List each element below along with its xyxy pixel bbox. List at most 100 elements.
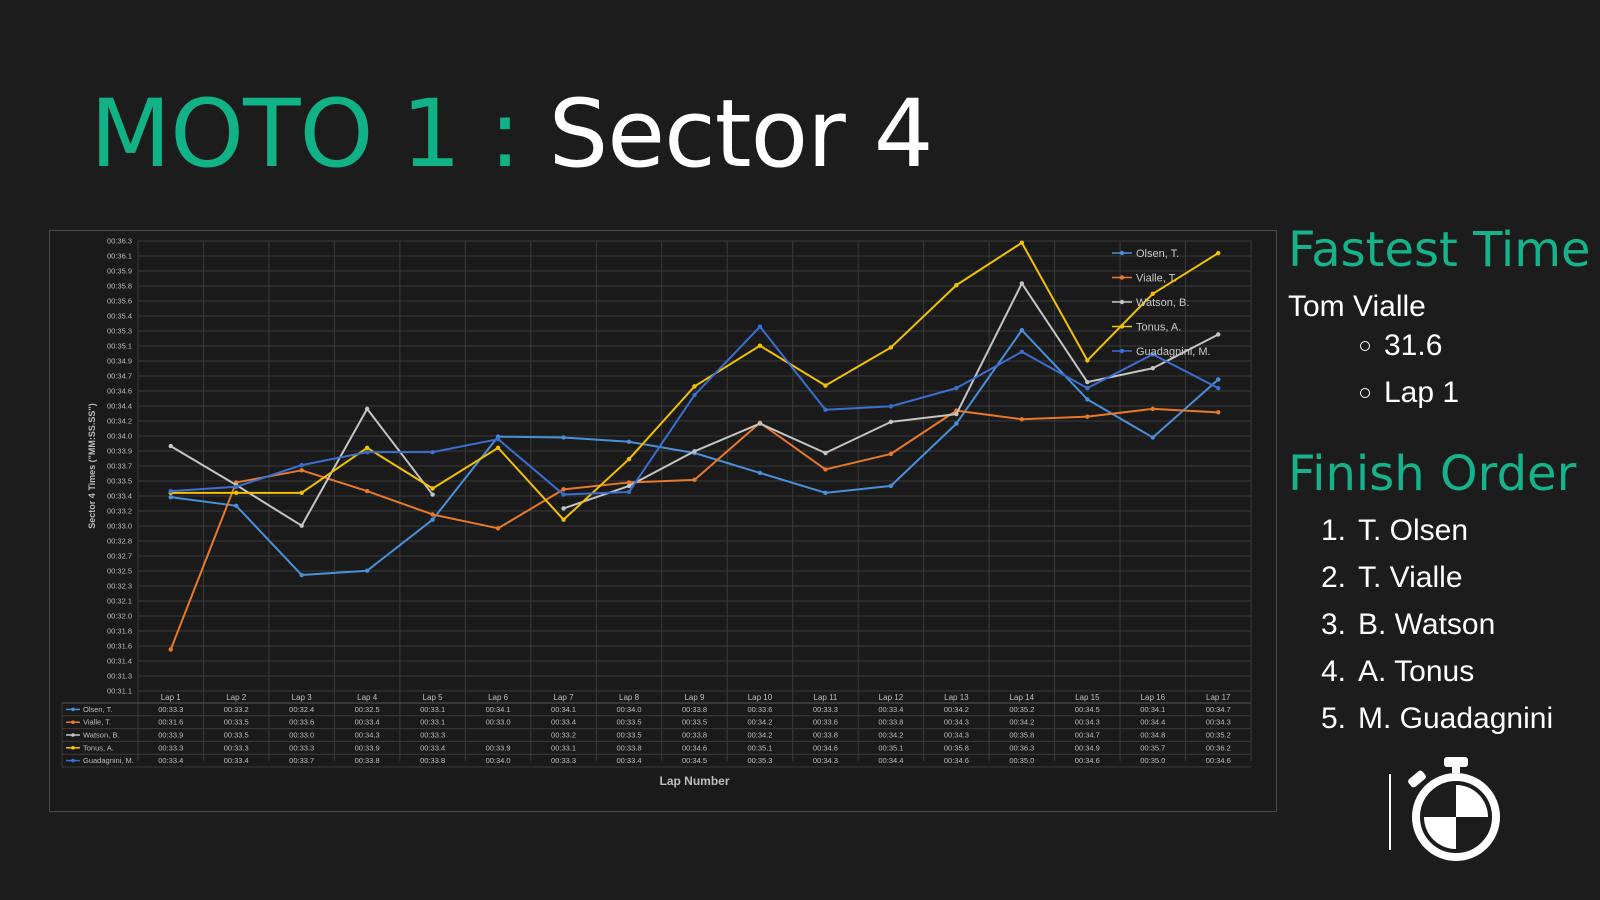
data-point bbox=[692, 392, 697, 398]
table-cell: 00:34.2 bbox=[747, 731, 772, 740]
x-axis-label: Lap Number bbox=[659, 774, 729, 788]
fastest-rider-name: Tom Vialle bbox=[1288, 289, 1426, 323]
data-point bbox=[1216, 250, 1221, 256]
table-cell: 00:33.7 bbox=[289, 756, 314, 765]
x-tick-label: Lap 7 bbox=[554, 693, 575, 702]
fastest-time-value: 31.6 bbox=[1360, 329, 1600, 363]
data-point bbox=[1019, 349, 1025, 354]
y-tick-label: 00:32.0 bbox=[107, 612, 132, 621]
legend-marker bbox=[1119, 250, 1125, 256]
data-point bbox=[299, 572, 304, 578]
table-cell: 00:33.4 bbox=[617, 756, 642, 765]
finish-order-heading: Finish Order bbox=[1288, 445, 1577, 502]
data-point bbox=[823, 407, 828, 412]
y-tick-label: 00:35.4 bbox=[107, 312, 132, 321]
data-point bbox=[168, 647, 173, 652]
finish-order-item: 1. T. Olsen bbox=[1312, 511, 1600, 550]
table-cell: 00:33.3 bbox=[420, 731, 445, 740]
data-point bbox=[234, 490, 239, 496]
table-cell: 00:34.1 bbox=[1140, 705, 1165, 714]
data-point bbox=[168, 494, 173, 500]
data-point bbox=[561, 492, 566, 497]
data-point bbox=[954, 385, 959, 391]
bullet-icon bbox=[1360, 388, 1370, 399]
data-point bbox=[692, 384, 697, 389]
table-cell: 00:34.9 bbox=[1075, 743, 1100, 752]
data-point bbox=[1085, 379, 1090, 385]
legend-label: Tonus, A. bbox=[1136, 322, 1181, 334]
data-point bbox=[430, 449, 435, 455]
legend-marker bbox=[1119, 299, 1125, 305]
table-cell: 00:34.3 bbox=[944, 731, 969, 740]
page-title: MOTO 1 : Sector 4 bbox=[90, 88, 934, 182]
data-point bbox=[626, 489, 632, 495]
data-point bbox=[888, 419, 894, 425]
data-point bbox=[495, 526, 501, 531]
data-point bbox=[823, 450, 828, 456]
y-tick-label: 00:33.4 bbox=[107, 492, 132, 501]
data-point bbox=[954, 411, 959, 417]
x-tick-label: Lap 2 bbox=[226, 693, 247, 702]
data-point bbox=[823, 490, 828, 496]
table-cell: 00:31.6 bbox=[158, 718, 183, 727]
table-cell: 00:35.8 bbox=[944, 743, 969, 752]
table-cell: 00:33.5 bbox=[617, 731, 642, 740]
x-tick-label: Lap 12 bbox=[879, 693, 904, 702]
table-cell: 00:35.7 bbox=[1140, 743, 1165, 752]
finish-order-name: A. Tonus bbox=[1358, 654, 1475, 688]
x-tick-label: Lap 16 bbox=[1141, 693, 1166, 702]
data-point bbox=[1216, 410, 1221, 415]
data-point bbox=[757, 421, 763, 426]
table-cell: 00:34.6 bbox=[813, 743, 838, 752]
table-series-name: Vialle, T. bbox=[83, 718, 111, 727]
y-tick-label: 00:31.8 bbox=[107, 627, 132, 636]
table-cell: 00:36.2 bbox=[1206, 743, 1231, 752]
y-tick-label: 00:34.2 bbox=[107, 417, 132, 426]
x-tick-label: Lap 3 bbox=[292, 693, 313, 702]
data-point bbox=[1150, 352, 1155, 357]
table-cell: 00:34.4 bbox=[1140, 718, 1165, 727]
table-cell: 00:35.1 bbox=[747, 743, 772, 752]
table-cell: 00:34.8 bbox=[1140, 731, 1165, 740]
data-point bbox=[430, 512, 435, 517]
y-tick-label: 00:34.7 bbox=[107, 372, 132, 381]
y-tick-label: 00:35.8 bbox=[107, 282, 132, 291]
data-point bbox=[1216, 377, 1221, 382]
table-cell: 00:33.6 bbox=[747, 705, 772, 714]
table-series-name: Guadagnini, M. bbox=[83, 756, 134, 765]
data-point bbox=[561, 517, 566, 522]
table-cell: 00:35.2 bbox=[1206, 731, 1231, 740]
y-tick-label: 00:35.6 bbox=[107, 297, 132, 306]
finish-order-number: 3. bbox=[1320, 607, 1346, 641]
table-cell: 00:35.2 bbox=[1009, 705, 1034, 714]
data-point bbox=[561, 487, 566, 492]
table-cell: 00:33.8 bbox=[682, 731, 707, 740]
data-point bbox=[1085, 385, 1090, 391]
data-point bbox=[364, 568, 370, 573]
table-cell: 00:35.0 bbox=[1140, 756, 1165, 765]
y-tick-label: 00:36.1 bbox=[107, 252, 132, 261]
table-cell: 00:33.4 bbox=[878, 705, 903, 714]
table-cell: 00:33.3 bbox=[224, 743, 249, 752]
table-cell: 00:33.5 bbox=[224, 731, 249, 740]
table-cell: 00:32.5 bbox=[355, 705, 380, 714]
table-cell: 00:34.3 bbox=[1206, 718, 1231, 727]
table-cell: 00:33.8 bbox=[420, 756, 445, 765]
table-cell: 00:33.5 bbox=[617, 718, 642, 727]
table-cell: 00:33.5 bbox=[682, 718, 707, 727]
y-tick-label: 00:32.8 bbox=[107, 537, 132, 546]
table-cell: 00:33.2 bbox=[551, 731, 576, 740]
table-cell: 00:34.7 bbox=[1075, 731, 1100, 740]
y-tick-label: 00:31.6 bbox=[107, 642, 132, 651]
data-point bbox=[299, 490, 304, 496]
x-tick-label: Lap 10 bbox=[748, 693, 773, 702]
table-cell: 00:34.3 bbox=[1075, 718, 1100, 727]
fastest-lap-text: Lap 1 bbox=[1384, 376, 1460, 410]
table-cell: 00:35.3 bbox=[747, 756, 772, 765]
data-point bbox=[1085, 414, 1090, 419]
data-point bbox=[954, 282, 959, 288]
data-point bbox=[1150, 366, 1155, 371]
table-cell: 00:36.3 bbox=[1009, 743, 1034, 752]
table-cell: 00:34.6 bbox=[682, 743, 707, 752]
y-tick-label: 00:35.9 bbox=[107, 267, 132, 276]
